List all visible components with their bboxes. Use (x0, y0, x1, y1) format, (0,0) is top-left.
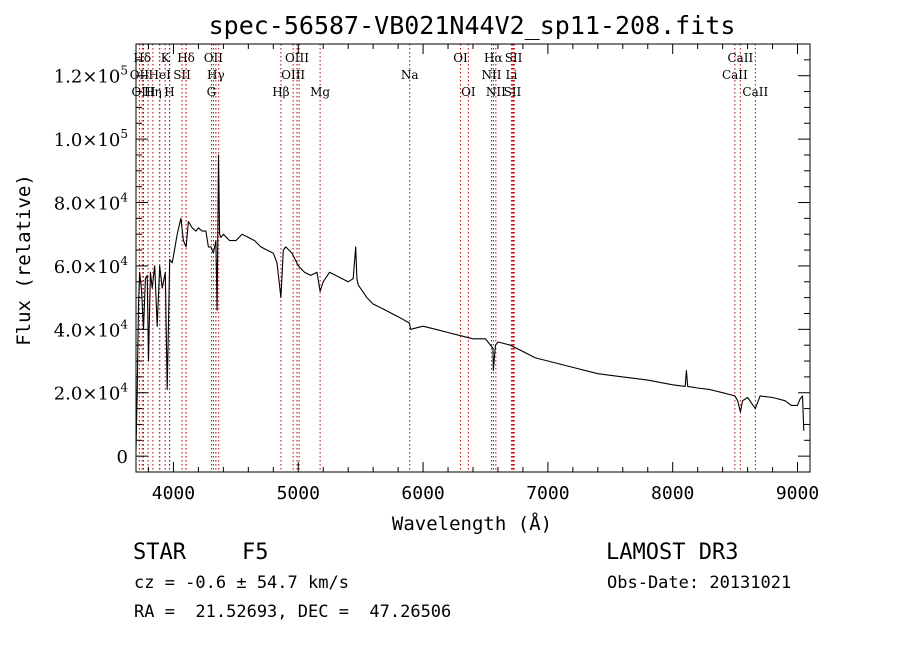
line-label: G (207, 85, 217, 99)
observation-date: Obs-Date: 20131021 (607, 573, 792, 593)
line-label: OIII (285, 51, 309, 65)
plot-frame (135, 43, 811, 473)
object-subclass: F5 (242, 540, 269, 565)
y-axis-label: Flux (relative) (13, 174, 35, 346)
x-axis: 4000 5000 6000 7000 8000 9000 (147, 44, 819, 504)
y-tick-label: 2.0×104 (54, 381, 129, 405)
x-tick-label: 8000 (651, 483, 694, 504)
line-label: Hδ (133, 51, 151, 65)
x-tick-label: 5000 (277, 483, 320, 504)
line-label: SII (173, 68, 191, 82)
y-tick-label: 1.0×105 (54, 127, 128, 151)
line-label: Na (401, 68, 419, 82)
spectrum-chart: spec-56587-VB021N44V2_sp11-208.fits 4000… (13, 11, 819, 535)
line-label: OII (204, 51, 224, 65)
y-axis: 0 2.0×104 4.0×104 6.0×104 8.0×104 1.0×105 1.2×… (54, 59, 810, 468)
x-tick-label: 6000 (401, 483, 444, 504)
line-label: NII (486, 85, 506, 99)
line-label: HeI (149, 68, 172, 82)
x-axis-label: Wavelength (Å) (392, 512, 552, 535)
line-label: Hη (144, 85, 162, 99)
line-label: CaII (727, 51, 753, 65)
line-label: SII (505, 51, 523, 65)
x-tick-label: 9000 (776, 483, 819, 504)
line-label: Mg (310, 85, 330, 99)
emission-line-markers (138, 44, 756, 472)
chart-title: spec-56587-VB021N44V2_sp11-208.fits (209, 11, 736, 40)
line-label: Hγ (207, 68, 225, 82)
line-label: OI (461, 85, 476, 99)
line-label: SII (504, 85, 522, 99)
y-tick-label: 1.2×105 (54, 64, 128, 88)
y-tick-label: 0 (117, 447, 128, 468)
survey-name: LAMOST DR3 (606, 540, 739, 565)
y-tick-label: 8.0×104 (54, 191, 129, 215)
line-label: OI (453, 51, 468, 65)
redshift-value: cz = -0.6 ± 54.7 km/s (134, 573, 349, 593)
y-tick-label: 4.0×104 (54, 317, 129, 341)
line-label: Hα (484, 51, 503, 65)
line-label: Li (506, 68, 518, 82)
line-label: OIII (281, 68, 305, 82)
object-class: STAR (133, 540, 186, 565)
line-label: Hδ (177, 51, 195, 65)
x-tick-label: 4000 (152, 483, 195, 504)
x-tick-label: 7000 (526, 483, 569, 504)
spectrum-line (135, 154, 805, 450)
coordinates: RA = 21.52693, DEC = 47.26506 (134, 602, 452, 622)
line-label: NII (481, 68, 501, 82)
line-label: OIII (131, 85, 155, 99)
y-tick-label: 6.0×104 (54, 254, 129, 278)
line-label: K (161, 51, 171, 65)
line-label: CaII (742, 85, 768, 99)
line-label: H (164, 85, 174, 99)
spectrum-series (135, 154, 805, 450)
line-label: CaII (722, 68, 748, 82)
line-label: OII (130, 68, 150, 82)
line-label: Hβ (272, 85, 289, 99)
